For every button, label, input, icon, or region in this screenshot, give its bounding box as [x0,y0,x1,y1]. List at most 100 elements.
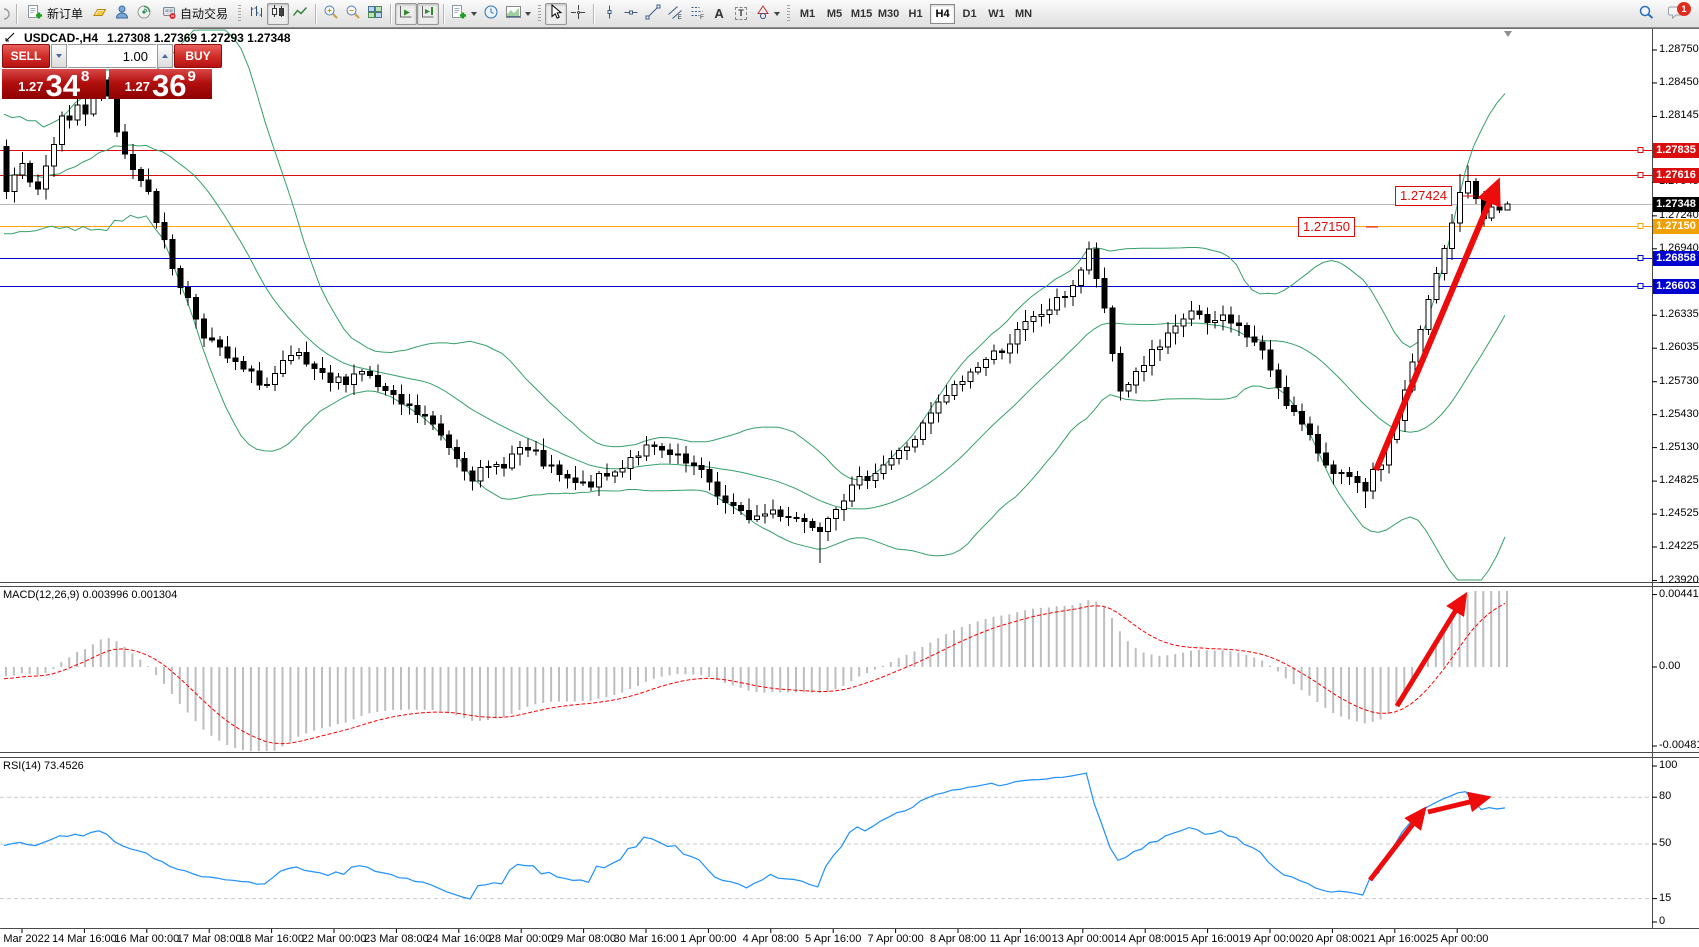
tab-timeframe-W1[interactable]: W1 [988,7,1005,20]
candle-body [1141,365,1148,372]
equidistant-channel-icon: E [667,4,683,23]
line-chart-button[interactable] [289,3,311,25]
candle-body [1212,320,1219,324]
tab-timeframe-MN[interactable]: MN [1014,7,1033,20]
chart-header: USDCAD-,H4 1.27308 1.27369 1.27293 1.273… [5,31,291,45]
candle-body [1299,410,1306,425]
tab-timeframe-M30[interactable]: M30 [877,7,900,20]
buy-button[interactable]: BUY [174,44,222,68]
trend-arrow[interactable] [1373,177,1501,472]
new-chart-button[interactable] [448,3,480,25]
level-line-handle[interactable] [1637,172,1644,178]
volume-input[interactable] [68,44,156,68]
chart-shift-marker[interactable] [1504,31,1512,37]
text-label-tool[interactable]: T [730,3,752,25]
candle-body [738,505,745,511]
profile-button[interactable] [111,3,133,25]
candle-body [414,404,421,415]
level-line-handle[interactable] [1637,283,1644,289]
candle-body [1235,322,1242,327]
text-tool-icon: A [714,6,724,21]
candle-body [1488,206,1495,219]
level-line-handle[interactable] [1637,223,1644,229]
tab-timeframe-M15[interactable]: M15 [850,7,873,20]
candle-body [485,466,492,469]
candle-body [1259,341,1266,351]
new-order-button[interactable]: 新订单 [21,3,89,25]
price-callout[interactable]: 1.27150 [1298,217,1355,237]
sell-price[interactable]: 1.27 34 8 [2,68,106,101]
volume-increase-button[interactable] [157,44,173,68]
candle-body [659,446,666,451]
zoom-out-button[interactable] [342,3,364,25]
tab-timeframe-M1[interactable]: M1 [799,7,816,20]
crosshair-button[interactable] [567,3,589,25]
candle-body [319,367,326,374]
bar-chart-icon [248,4,264,23]
clock-button[interactable] [480,3,502,25]
buy-price[interactable]: 1.27 36 9 [108,68,212,101]
candle-body [872,473,879,481]
candle-body [540,449,547,467]
tab-timeframe-M5[interactable]: M5 [826,7,843,20]
cursor-button[interactable] [545,2,568,25]
price-callout[interactable]: 1.27424 [1395,186,1452,206]
level-line-handle[interactable] [1637,147,1644,153]
chart-shift-button[interactable] [417,2,440,25]
alerts-button[interactable] [133,3,155,25]
search-button[interactable] [1635,3,1658,25]
price-badge: 1.26858 [1653,250,1699,266]
gold-button[interactable] [89,3,111,25]
candle-body [991,350,997,360]
bar-chart-button[interactable] [245,3,267,25]
candle-body [359,371,365,375]
zoom-in-button[interactable] [320,3,342,25]
profiles-button[interactable] [502,3,534,25]
trend-arrow[interactable] [1368,806,1427,882]
vertical-line-icon [601,4,617,23]
bollinger-upper-band [3,29,1506,481]
candle-body [517,447,523,455]
tile-windows-button[interactable] [364,3,386,25]
level-line-handle[interactable] [1637,255,1644,261]
shapes-tool[interactable] [752,3,783,25]
price-badge: 1.27616 [1653,167,1699,183]
shapes-icon [755,4,771,23]
tab-timeframe-H4[interactable]: H4 [930,3,956,24]
vertical-line-tool[interactable] [598,3,620,25]
candle-body [848,484,855,502]
time-axis-label: 19 Apr 00:00 [1238,933,1302,945]
candle-body [864,475,871,481]
candle-body [1164,332,1171,348]
price-badge: 1.27835 [1653,142,1699,158]
notifications-button[interactable]: 1 [1666,1,1691,24]
candle-body [722,495,729,504]
channel-tool[interactable]: E [664,3,686,25]
new-order-label: 新订单 [47,7,84,21]
candle-body [1054,297,1061,311]
candle-body [327,372,334,383]
text-tool[interactable]: A [708,3,730,25]
notification-count-badge: 1 [1677,1,1691,16]
autoscroll-button[interactable] [395,2,418,25]
candle-body [1180,318,1187,327]
candle-body [690,462,697,467]
autotrading-button[interactable]: 自动交易 [155,3,234,25]
time-axis-label: 16 Mar 00:00 [114,933,180,945]
gold-ingot-icon [92,4,108,23]
indicator-axis-label: 50 [1659,837,1672,849]
trend-arrow[interactable] [1427,791,1492,815]
trend-arrow[interactable] [1394,591,1468,708]
candlestick-chart-button[interactable] [267,2,290,25]
volume-decrease-button[interactable] [51,44,67,68]
sell-button[interactable]: SELL [2,44,50,68]
tab-timeframe-H1[interactable]: H1 [908,7,923,20]
tab-timeframe-D1[interactable]: D1 [962,7,977,20]
price-badge: 1.27348 [1653,196,1699,212]
fibonacci-tool[interactable]: F [686,3,708,25]
indicator-axis-label: 0.004416 [1659,587,1699,600]
trendline-tool[interactable] [642,3,664,25]
horizontal-line-tool[interactable] [620,3,642,25]
candle-body [295,351,302,356]
